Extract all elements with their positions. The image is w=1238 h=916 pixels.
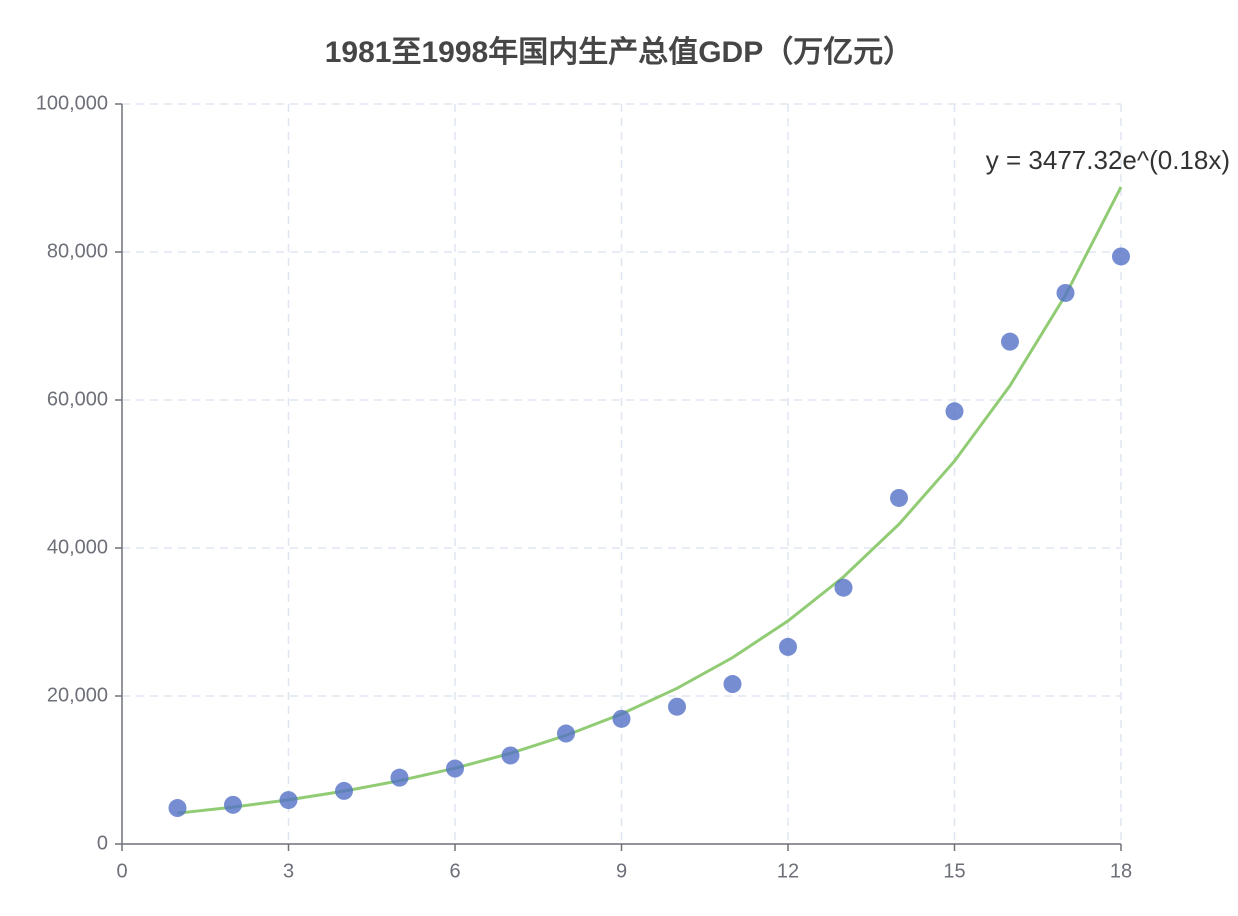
point <box>612 709 631 728</box>
y-tick-label: 80,000 <box>47 240 108 262</box>
x-tick-label: 9 <box>616 860 627 882</box>
y-tick-label: 60,000 <box>47 388 108 410</box>
y-tick-label: 40,000 <box>47 536 108 558</box>
trend-line <box>177 186 1123 815</box>
x-tick-label: 3 <box>283 860 294 882</box>
point <box>945 402 964 421</box>
y-tick-label: 100,000 <box>36 92 108 114</box>
point <box>335 781 353 800</box>
y-tick-label: 20,000 <box>47 684 108 706</box>
point <box>279 791 298 810</box>
point <box>168 799 187 818</box>
point <box>1056 283 1075 302</box>
point <box>890 488 908 507</box>
point <box>834 578 853 597</box>
x-tick-label: 18 <box>1110 860 1132 882</box>
y-tick-label: 0 <box>97 832 108 854</box>
point <box>446 759 464 778</box>
point <box>1112 247 1130 266</box>
x-tick-label: 6 <box>449 860 460 882</box>
point <box>723 675 742 694</box>
point <box>668 697 686 716</box>
x-tick-label: 0 <box>116 860 127 882</box>
x-tick-label: 12 <box>777 860 799 882</box>
point <box>779 637 797 656</box>
x-tick-label: 15 <box>943 860 965 882</box>
trend-label: y = 3477.32e^(0.18x) <box>986 145 1230 175</box>
point <box>1001 332 1019 351</box>
point <box>224 795 242 814</box>
point <box>557 724 575 743</box>
point <box>501 746 520 765</box>
chart-title: 1981至1998年国内生产总值GDP（万亿元） <box>325 35 914 69</box>
point <box>390 768 409 787</box>
